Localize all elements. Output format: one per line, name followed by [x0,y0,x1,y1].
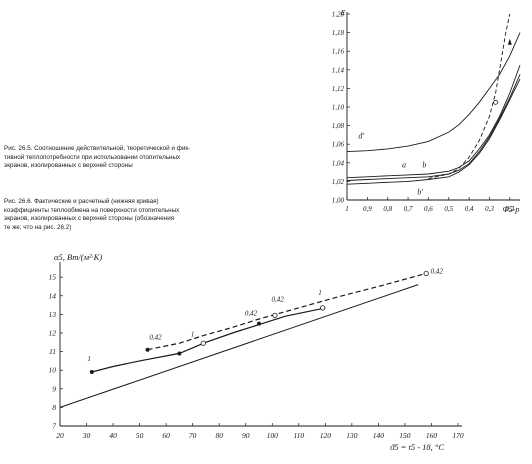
curve-label: 1 [318,289,322,297]
open-circle-marker [320,305,326,311]
y-tick-label: 12 [49,328,57,337]
x-tick-label: 120 [320,431,332,440]
figure-caption-26-6: Рис. 26.6. Фактические и расчетный (нижн… [4,198,312,232]
y-tick-label: 1,04 [332,159,345,167]
x-tick-label: 170 [452,431,464,440]
x-tick-label: 0,8 [383,205,392,213]
y-tick-label: 7 [52,422,56,431]
x-tick-label: 1 [345,205,349,213]
series-line-a [346,64,521,179]
x-tick-label: 0,6 [424,205,433,213]
curve-label: 1 [191,331,195,339]
y-tick-label: 14 [49,291,57,300]
y-tick-label: 9 [52,384,56,393]
chart-epsilon [346,12,521,201]
open-circle-marker [423,270,429,277]
series-line-b [346,74,521,181]
x-axis-label: Φ5-р [503,205,520,214]
caption-line: те же; что на рис. 26.2) [4,223,72,231]
curve-label: 0,42 [431,267,444,275]
caption-line: экранов, изолированных с верхней стороны [4,162,133,170]
x-tick-label: 80 [215,431,223,440]
series-line-dashed [428,13,511,180]
y-tick-label: 1,00 [332,197,345,205]
series-line-solid-1 [91,307,326,373]
curve-label: 0,42 [149,333,162,341]
x-tick-label: 0,4 [465,205,474,213]
series-line-d-prime [346,32,521,153]
caption-line: тивной теплопотребности при использовани… [4,153,181,161]
filled-circle-marker [89,370,94,375]
open-circle-marker [493,99,498,105]
y-tick-label: 11 [49,347,56,356]
curve-label: a [402,160,406,169]
x-tick-label: 30 [82,431,91,440]
arrow-marker [507,38,512,45]
chart-alpha [59,262,462,427]
series-line-calculated [59,284,419,408]
curve-label: 0,42 [245,309,258,317]
y-tick-label: 13 [49,310,57,319]
x-tick-label: 160 [426,431,438,440]
x-tick-label: 0,9 [363,205,372,213]
x-tick-label: 40 [109,431,117,440]
x-tick-label: 90 [242,431,250,440]
curve-label: 0,42 [271,295,284,303]
series-line-dashed-042 [147,272,427,351]
caption-line: коэффициенты теплообмена на поверхности … [4,206,180,214]
y-tick-label: 15 [49,273,57,282]
x-tick-label: 150 [399,431,411,440]
x-tick-label: 20 [56,431,64,440]
y-tick-label: 1,06 [332,141,345,149]
y-tick-label: 1,18 [332,29,345,37]
x-tick-label: 100 [267,431,279,440]
x-tick-label: 0,5 [444,205,453,213]
caption-line: Рис. 26.6. Фактические и расчетный (нижн… [4,198,159,205]
open-circle-marker [200,340,206,346]
x-tick-label: 0,2 [505,205,514,213]
caption-line: экранов, изолированных с верхней стороны… [4,215,175,223]
y-tick-label: 1,20 [332,11,345,19]
x-tick-label: 0,7 [404,205,413,213]
y-tick-label: 1,12 [332,85,345,93]
curve-label: 1 [87,355,91,363]
open-circle-marker [272,312,278,318]
filled-circle-marker [177,351,182,356]
x-tick-label: 50 [136,431,144,440]
x-tick-label: 70 [189,431,197,440]
x-axis-label: ϑ5 = t5 - 18, °C [390,442,444,452]
curve-label: d' [358,132,364,141]
y-tick-label: 1,08 [332,122,345,130]
x-tick-label: 110 [293,431,304,440]
figure-caption-26-5: Рис. 26.5. Соотношение действительной, т… [4,145,312,171]
y-tick-label: 1,10 [332,104,345,112]
x-tick-label: 130 [346,431,358,440]
y-tick-label: 10 [49,366,57,375]
y-tick-label: 1,16 [332,48,345,56]
filled-circle-marker [145,347,150,352]
y-tick-label: 1,02 [332,178,345,186]
filled-circle-marker [257,321,261,326]
x-tick-label: 60 [162,431,170,440]
curve-label: b' [417,187,423,196]
x-tick-label: 0,3 [485,205,494,213]
y-tick-label: 8 [52,403,56,412]
y-axis-label: ε [341,6,346,18]
x-tick-label: 140 [373,431,385,440]
series-line-b-prime [346,78,521,185]
y-axis-label: α5, Вт/(м²·К) [54,252,102,262]
curve-label: b [422,160,426,169]
y-tick-label: 1,14 [332,66,345,74]
caption-line: Рис. 26.5. Соотношение действительной, т… [4,145,191,152]
